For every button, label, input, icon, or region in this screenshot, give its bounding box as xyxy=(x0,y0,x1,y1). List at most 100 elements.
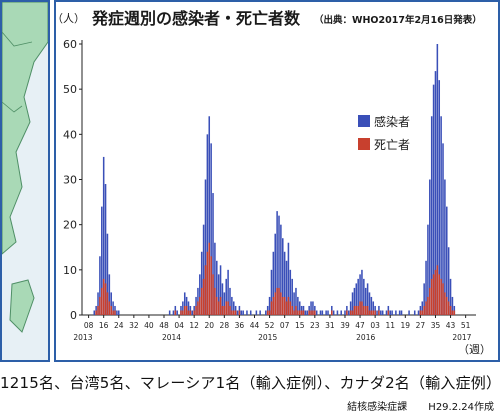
x-tick-label: 08 xyxy=(84,321,94,330)
year-label: 2016 xyxy=(356,333,375,342)
bars xyxy=(93,44,456,316)
infected-bar xyxy=(376,310,378,315)
x-tick-label: 32 xyxy=(129,321,139,330)
infected-bar xyxy=(272,251,275,315)
x-tick-label: 15 xyxy=(295,321,305,330)
x-tick-label: 31 xyxy=(325,321,335,330)
x-tick-label: 51 xyxy=(461,321,471,330)
infected-bar xyxy=(202,224,205,315)
x-tick-label: 43 xyxy=(446,321,456,330)
infected-bar xyxy=(274,233,276,315)
deaths-bar xyxy=(423,305,425,315)
deaths-bar xyxy=(372,310,375,315)
infected-bar xyxy=(93,310,96,315)
deaths-bar xyxy=(195,305,197,315)
deaths-bar xyxy=(453,310,456,315)
infected-bar xyxy=(432,84,435,316)
infected-bar xyxy=(200,251,203,315)
deaths-bar xyxy=(425,301,427,315)
infected-bar xyxy=(340,310,342,315)
deaths-bar xyxy=(449,305,452,315)
deaths-bar xyxy=(314,310,316,315)
y-tick-label: 50 xyxy=(63,83,77,96)
y-tick-label: 30 xyxy=(63,174,77,187)
deaths-bar xyxy=(444,292,446,315)
x-tick-label: 48 xyxy=(159,321,169,330)
infected-bar xyxy=(102,156,105,315)
deaths-bar xyxy=(193,310,195,315)
year-label: 2017 xyxy=(452,333,471,342)
y-axis-label: （人） xyxy=(56,12,85,25)
deaths-bar xyxy=(364,305,367,315)
infected-bar xyxy=(187,301,190,315)
deaths-bar xyxy=(349,310,352,315)
x-tick-label: 20 xyxy=(204,321,214,330)
infected-bar xyxy=(417,310,420,315)
infected-bar xyxy=(332,310,335,315)
deaths-bar xyxy=(440,278,442,315)
infected-bar xyxy=(349,301,352,315)
infected-bar xyxy=(291,278,293,315)
infected-bar xyxy=(425,260,427,315)
infected-bar xyxy=(223,292,226,315)
x-tick-label: 11 xyxy=(385,321,395,330)
deaths-bar xyxy=(99,296,101,315)
deaths-bar xyxy=(421,310,424,315)
deaths-bar xyxy=(447,301,450,315)
deaths-bar xyxy=(285,301,288,315)
deaths-bar xyxy=(219,296,222,315)
infected-bar xyxy=(336,310,339,315)
deaths-bar xyxy=(274,292,276,315)
infected-bar xyxy=(97,292,99,315)
infected-bar xyxy=(225,278,227,315)
infected-bar xyxy=(359,274,361,315)
infected-bar xyxy=(199,274,201,315)
department-label: 結核感染症課 xyxy=(347,402,408,413)
deaths-bar xyxy=(204,265,207,315)
infected-bar xyxy=(446,206,448,315)
x-tick-label: 03 xyxy=(370,321,380,330)
deaths-bar xyxy=(266,310,269,315)
deaths-bar xyxy=(355,305,358,315)
deaths-bar xyxy=(185,305,188,315)
infected-bar xyxy=(363,278,365,315)
deaths-bar xyxy=(353,305,356,315)
deaths-bar xyxy=(419,310,422,315)
infected-bar xyxy=(221,283,224,315)
infected-bar xyxy=(229,287,231,315)
infected-bar xyxy=(430,116,433,316)
x-tick-label: 24 xyxy=(114,321,124,330)
infected-bar xyxy=(312,301,314,315)
deaths-bar xyxy=(114,310,116,315)
deaths-bar xyxy=(210,256,212,315)
infected-bar xyxy=(295,287,297,315)
infected-bar xyxy=(206,134,209,315)
infected-bar xyxy=(242,310,244,315)
deaths-bar xyxy=(197,301,199,315)
deaths-bar xyxy=(293,310,295,315)
y-tick-label: 10 xyxy=(63,264,77,277)
infected-bar xyxy=(249,310,252,315)
epidemic-curve-chart: 発症週別の感染者・死亡者数 （出典：WHO2017年2月16日発表） （人） （… xyxy=(56,9,491,356)
infected-bar xyxy=(176,310,178,315)
deaths-bar xyxy=(298,310,301,315)
legend-swatch-deaths xyxy=(358,138,370,150)
x-axis-label: （週） xyxy=(458,343,491,356)
deaths-bar xyxy=(370,310,373,315)
infected-bar xyxy=(276,211,278,315)
x-tick-label: 52 xyxy=(265,321,275,330)
infected-bar xyxy=(427,224,429,315)
deaths-bar xyxy=(351,310,354,315)
deaths-bar xyxy=(270,301,273,315)
deaths-bar xyxy=(289,301,292,315)
infected-bar xyxy=(304,310,307,315)
infected-bar xyxy=(398,310,401,315)
map-panel xyxy=(0,0,50,362)
deaths-bar xyxy=(174,310,177,315)
infected-bar xyxy=(325,310,327,315)
infected-bar xyxy=(351,292,354,315)
infected-bar xyxy=(298,301,301,315)
infected-bar xyxy=(297,296,299,315)
deaths-bar xyxy=(295,305,297,315)
infected-bar xyxy=(389,310,391,315)
